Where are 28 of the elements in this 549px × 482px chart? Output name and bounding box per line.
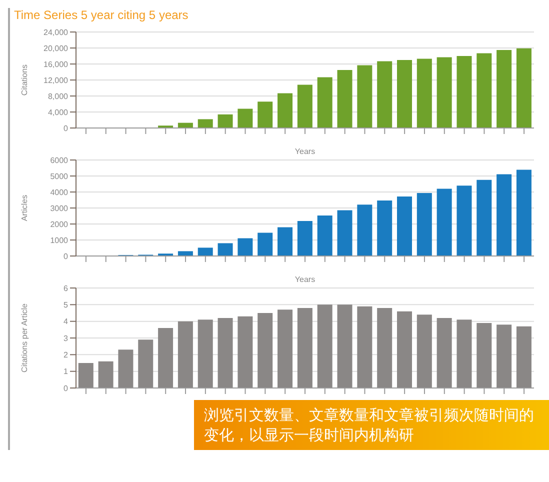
y-tick-label: 5 [64, 300, 69, 310]
y-tick-label: 24,000 [44, 28, 69, 37]
y-tick-label: 20,000 [44, 44, 69, 53]
y-tick-label: 8,000 [48, 92, 69, 101]
y-tick-label: 5000 [50, 172, 69, 181]
y-tick-label: 3000 [50, 204, 69, 213]
x-axis-title: Years [294, 147, 316, 156]
y-tick-label: 4 [64, 317, 69, 326]
y-tick-label: 2 [64, 350, 69, 360]
y-tick-label: 1000 [50, 236, 69, 245]
y-tick-label: 16,000 [44, 60, 69, 69]
y-tick-label: 1 [64, 367, 69, 376]
y-axis-title: Citations per Article [20, 302, 29, 372]
y-tick-label: 6000 [50, 156, 69, 165]
y-tick-label: 2000 [50, 220, 69, 229]
y-tick-label: 0 [64, 252, 69, 261]
x-axis-title: Years [294, 275, 316, 284]
y-tick-label: 6 [64, 284, 69, 293]
y-tick-label: 4000 [50, 188, 69, 197]
y-axis-title: Citations [20, 64, 29, 96]
y-tick-label: 3 [64, 334, 69, 343]
y-axis-title: Articles [20, 194, 29, 222]
y-tick-label: 4,000 [48, 108, 69, 117]
y-tick-label: 0 [64, 124, 69, 133]
y-tick-label: 12,000 [44, 76, 69, 85]
chart-subtitle: Time Series 5 year citing 5 years [14, 8, 190, 22]
text: 浏览引文数量、文章数量和文章被引频次随时间的变化，以显示一段时间内机构研 [194, 400, 549, 450]
y-tick-label: 0 [64, 384, 69, 393]
